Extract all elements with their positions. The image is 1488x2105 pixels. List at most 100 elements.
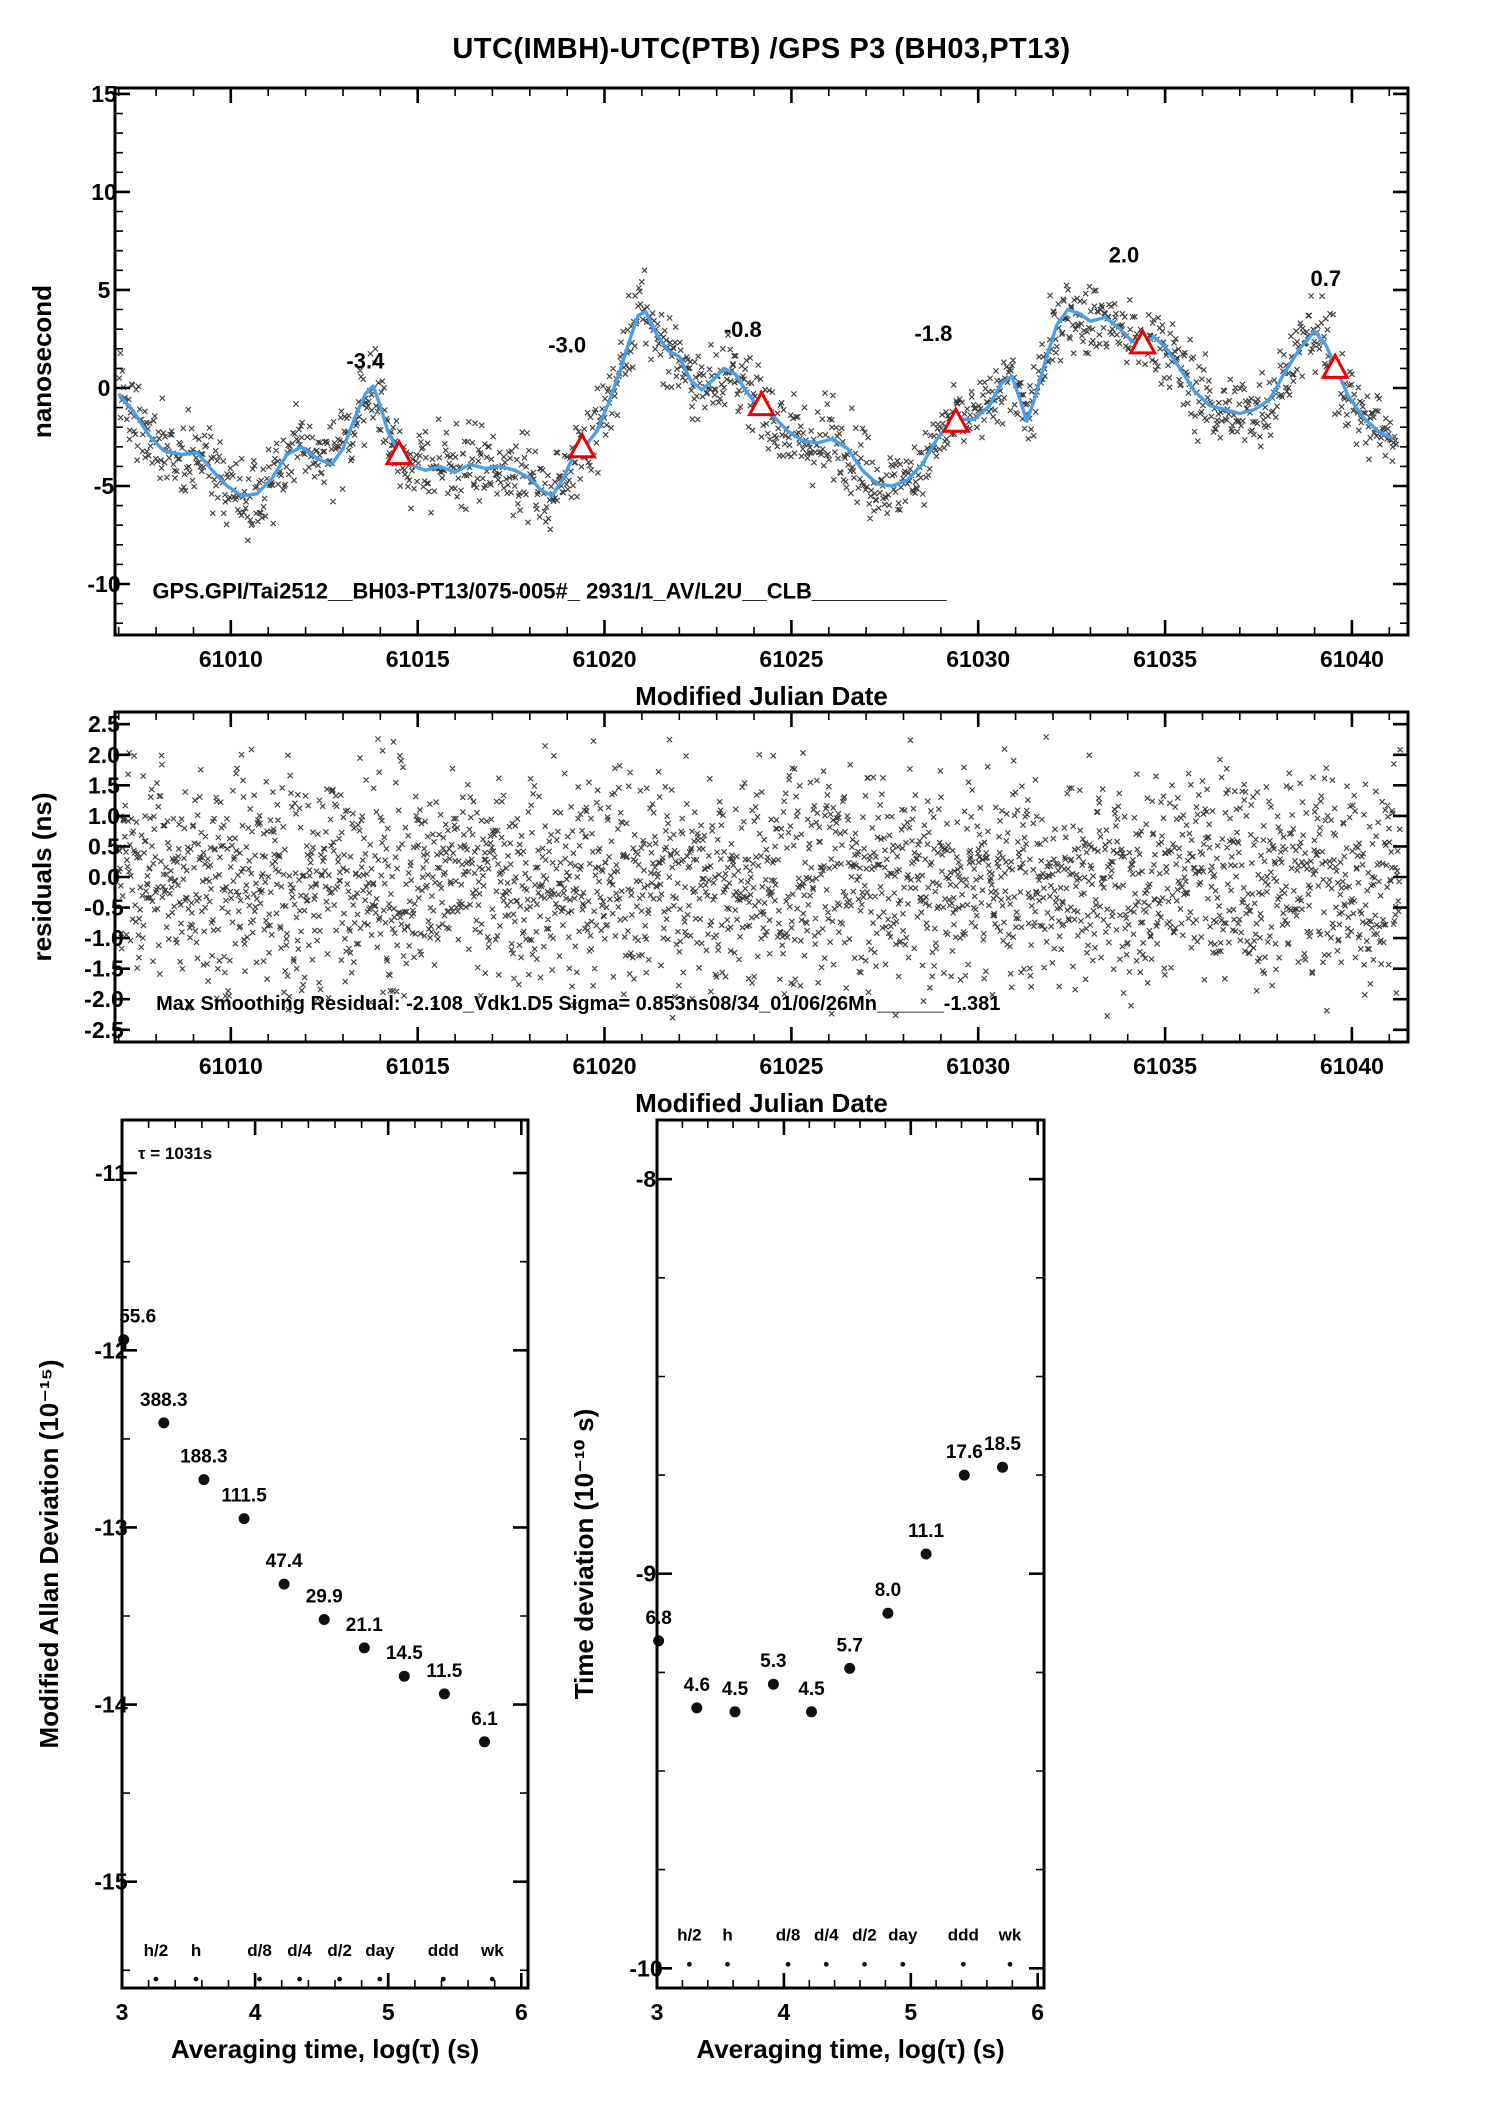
svg-text:6.8: 6.8: [645, 1608, 671, 1629]
svg-text:61035: 61035: [1133, 646, 1197, 672]
svg-text:Averaging time, log(τ) (s): Averaging time, log(τ) (s): [171, 2034, 479, 2064]
res-axes: 61010 61015 61020 61025 61030 61035 61040 -2.5 -…: [27, 710, 1410, 1118]
stability-point: [438, 1688, 450, 1700]
tau-mark-dot: [687, 1961, 692, 1967]
tau-mark-dot: [823, 1961, 829, 1967]
svg-text:61030: 61030: [946, 646, 1010, 672]
svg-text:h/2: h/2: [144, 1941, 169, 1960]
svg-text:-2.0: -2.0: [84, 986, 124, 1012]
res-frame: [113, 710, 1410, 1044]
svg-text:61020: 61020: [573, 1053, 637, 1079]
tau-mark-dot: [297, 1976, 302, 1982]
daily-value-triangle: [746, 389, 777, 417]
tdev-axes: 3 4 5 6 -8 -9 -10 Averaging time, log(τ) (s) Tim…: [569, 1118, 1046, 2064]
svg-text:h: h: [722, 1926, 732, 1945]
svg-text:15: 15: [91, 81, 117, 107]
mdev-axes: 3 4 5 6 -11 -12 -13 -14 -15 Averaging time, log(τ…: [34, 1118, 530, 2064]
svg-text:d/8: d/8: [776, 1926, 801, 1945]
tau-mark-dot: [960, 1961, 966, 1967]
svg-text:4: 4: [777, 1999, 790, 2025]
svg-text:0.5: 0.5: [88, 833, 120, 859]
svg-text:4.5: 4.5: [722, 1679, 749, 1700]
svg-text:-5: -5: [94, 473, 115, 499]
svg-text:5.3: 5.3: [760, 1651, 786, 1672]
stability-point: [278, 1578, 290, 1590]
svg-text:wk: wk: [480, 1941, 504, 1960]
svg-text:2.0: 2.0: [1109, 242, 1140, 267]
utc-link-panel: -3.4 -3.0 -0.8 -1.8 2.0 0.7 GPS.GPI/Tai2512__B…: [27, 33, 1410, 711]
svg-text:3: 3: [116, 1999, 129, 2025]
svg-text:-1.5: -1.5: [84, 956, 124, 982]
time-deviation-panel: 6.8 4.6 4.5 5.3 4.5 5.7 8.0 11.1 17.6 18.5 h/2 h d/8…: [569, 1118, 1046, 2064]
daily-value-triangle: [384, 438, 414, 466]
tau-mark-dot: [1007, 1961, 1013, 1967]
svg-text:61010: 61010: [199, 646, 263, 672]
svg-text:61035: 61035: [1133, 1053, 1197, 1079]
svg-text:4: 4: [249, 1999, 262, 2025]
svg-text:-0.8: -0.8: [724, 317, 762, 342]
svg-text:5: 5: [98, 277, 111, 303]
svg-text:-3.0: -3.0: [548, 333, 586, 358]
stability-point: [729, 1706, 741, 1718]
stability-point: [691, 1702, 703, 1714]
svg-text:111.5: 111.5: [221, 1486, 267, 1507]
svg-text:residuals (ns): residuals (ns): [27, 792, 57, 961]
main-axes: 61010 61015 61020 61025 61030 61035 61040 -10 -5…: [27, 33, 1410, 711]
svg-text:-15: -15: [94, 1869, 127, 1895]
svg-text:6: 6: [515, 1999, 528, 2025]
svg-text:6.1: 6.1: [471, 1709, 498, 1730]
smoothed-line: [117, 307, 1394, 498]
svg-text:GPS.GPI/Tai2512__BH03-PT13/075: GPS.GPI/Tai2512__BH03-PT13/075-005#_ 293…: [152, 579, 947, 604]
stability-point: [997, 1461, 1008, 1473]
stability-point: [479, 1736, 490, 1748]
tau-mark-dot: [725, 1961, 730, 1967]
tdev-frame: [655, 1118, 1046, 1990]
tau-mark-dot: [900, 1961, 906, 1967]
svg-text:5: 5: [382, 1999, 395, 2025]
stability-point: [158, 1417, 170, 1429]
svg-text:18.5: 18.5: [984, 1434, 1021, 1455]
allan-deviation-panel: 55.6 388.3 188.3 111.5 47.429.921.114.511.5 6…: [34, 1118, 530, 2064]
residual-scatter: [116, 733, 1404, 1021]
daily-value-triangle: [1320, 352, 1350, 379]
svg-text:1.5: 1.5: [88, 772, 120, 798]
svg-text:1.0: 1.0: [88, 803, 120, 829]
main-frame: [113, 86, 1410, 637]
svg-text:d/8: d/8: [247, 1941, 272, 1960]
svg-text:-3.4: -3.4: [346, 348, 385, 373]
svg-text:-11: -11: [95, 1160, 127, 1186]
svg-text:61040: 61040: [1320, 646, 1384, 672]
svg-text:UTC(IMBH)-UTC(PTB) /GPS P3 (BH: UTC(IMBH)-UTC(PTB) /GPS P3 (BH03,PT13): [452, 33, 1070, 65]
stability-point: [198, 1474, 210, 1486]
svg-text:11.5: 11.5: [426, 1661, 462, 1682]
mdev-frame: [120, 1118, 530, 1990]
svg-text:h/2: h/2: [677, 1926, 702, 1945]
svg-text:-13: -13: [94, 1514, 127, 1540]
svg-text:61015: 61015: [386, 646, 450, 672]
svg-text:Modified Julian Date: Modified Julian Date: [635, 681, 888, 711]
svg-text:29.9: 29.9: [306, 1587, 343, 1608]
tau-mark-dot: [193, 1976, 199, 1982]
svg-text:61020: 61020: [573, 646, 637, 672]
svg-text:day: day: [365, 1941, 395, 1960]
stability-point: [358, 1642, 370, 1654]
tau-mark-dot: [153, 1976, 159, 1982]
svg-text:d/2: d/2: [327, 1941, 352, 1960]
daily-value-triangle: [1128, 327, 1158, 355]
svg-text:11.1: 11.1: [908, 1521, 944, 1542]
stability-point: [806, 1706, 817, 1718]
svg-text:-1.0: -1.0: [84, 925, 124, 951]
svg-text:Averaging time, log(τ) (s): Averaging time, log(τ) (s): [696, 2034, 1004, 2064]
stability-point: [767, 1678, 779, 1690]
tau-mark-dot: [489, 1976, 495, 1982]
svg-text:3: 3: [651, 1999, 664, 2025]
svg-text:τ = 1031s: τ = 1031s: [138, 1144, 212, 1163]
stability-point: [958, 1469, 970, 1481]
tau-mark-dot: [862, 1961, 867, 1967]
measurement-scatter: [116, 267, 1400, 544]
stability-point: [238, 1513, 250, 1525]
svg-text:Time deviation (10⁻¹⁰ s): Time deviation (10⁻¹⁰ s): [569, 1409, 599, 1699]
svg-text:nanosecond: nanosecond: [27, 285, 57, 438]
